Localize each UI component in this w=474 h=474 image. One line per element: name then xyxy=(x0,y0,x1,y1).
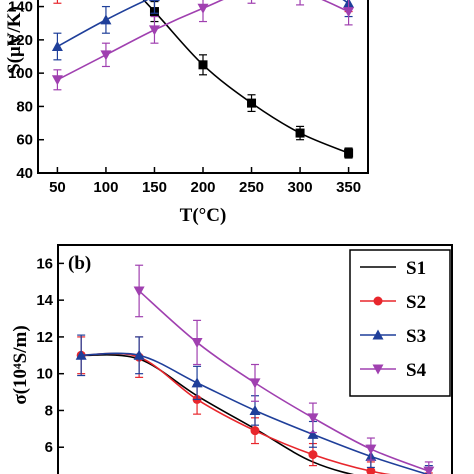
data-point xyxy=(249,404,261,415)
data-point xyxy=(75,349,87,360)
legend-swatch-marker xyxy=(372,364,384,375)
legend: S1 S2 S3 S4 xyxy=(349,249,451,397)
legend-label: S3 xyxy=(406,326,426,347)
y-tick-label: 10 xyxy=(36,366,53,383)
plot-area xyxy=(75,264,435,474)
series-s4 xyxy=(51,0,355,91)
series-s1 xyxy=(142,0,354,159)
series-line xyxy=(142,0,349,154)
y-tick-label: 40 xyxy=(16,165,33,182)
data-point xyxy=(191,377,203,388)
data-point xyxy=(148,0,160,2)
y-axis-title: S(μV/K) xyxy=(4,6,25,74)
panel-b: 6 8 10 12 14 16 σ(10⁴S/m) (b) S1 S2 S3 S4 xyxy=(10,244,453,474)
data-point xyxy=(249,378,261,389)
y-tick-label: 60 xyxy=(16,132,33,149)
legend-label: S4 xyxy=(406,360,427,381)
series-s4 xyxy=(133,264,435,474)
legend-label: S1 xyxy=(406,258,426,279)
x-tick-label: 300 xyxy=(288,179,313,196)
y-tick-label: 6 xyxy=(45,439,53,456)
data-point xyxy=(191,337,203,348)
data-point xyxy=(133,286,145,297)
legend-box xyxy=(349,249,451,397)
x-tick-label: 100 xyxy=(93,179,118,196)
y-tick-label: 8 xyxy=(45,402,53,419)
panel-label: (b) xyxy=(68,253,91,274)
data-point xyxy=(365,444,377,455)
legend-label: S2 xyxy=(406,292,426,313)
x-tick-label: 50 xyxy=(49,179,66,196)
data-point xyxy=(343,7,355,18)
data-point xyxy=(100,50,112,61)
y-tick-label: 80 xyxy=(16,98,33,115)
data-point xyxy=(344,148,354,158)
y-tick-label: 16 xyxy=(36,255,53,272)
data-point xyxy=(250,426,260,436)
plot-area xyxy=(51,0,355,159)
y-tick-label: 120 xyxy=(8,32,33,49)
data-point xyxy=(198,60,208,70)
legend-swatch-marker xyxy=(372,329,384,340)
data-point xyxy=(247,98,257,108)
y-tick-label: 14 xyxy=(36,292,53,309)
x-tick-label: 250 xyxy=(239,179,264,196)
data-point xyxy=(366,466,376,474)
x-tick-label: 200 xyxy=(190,179,215,196)
x-tick-label: 350 xyxy=(336,179,361,196)
legend-swatch-marker xyxy=(373,296,383,306)
panel-a: 40608010012014016050100150200250300350T(… xyxy=(4,0,369,226)
data-point xyxy=(423,466,435,474)
data-point xyxy=(307,428,319,439)
data-point xyxy=(51,41,63,52)
data-point xyxy=(51,75,63,86)
data-point xyxy=(308,450,318,460)
y-tick-label: 140 xyxy=(8,0,33,16)
data-point xyxy=(148,25,160,36)
data-point xyxy=(295,128,305,138)
y-tick-label: 100 xyxy=(8,65,33,82)
x-tick-label: 150 xyxy=(142,179,167,196)
data-point xyxy=(100,14,112,25)
series-s3 xyxy=(51,0,355,61)
data-point xyxy=(197,3,209,14)
x-axis-title: T(°C) xyxy=(180,205,227,226)
plot-frame xyxy=(57,244,453,474)
plot-frame xyxy=(37,0,369,174)
data-point xyxy=(307,413,319,424)
y-tick-label: 12 xyxy=(36,329,53,346)
data-point xyxy=(133,349,145,360)
y-axis-title: σ(10⁴S/m) xyxy=(10,325,31,404)
